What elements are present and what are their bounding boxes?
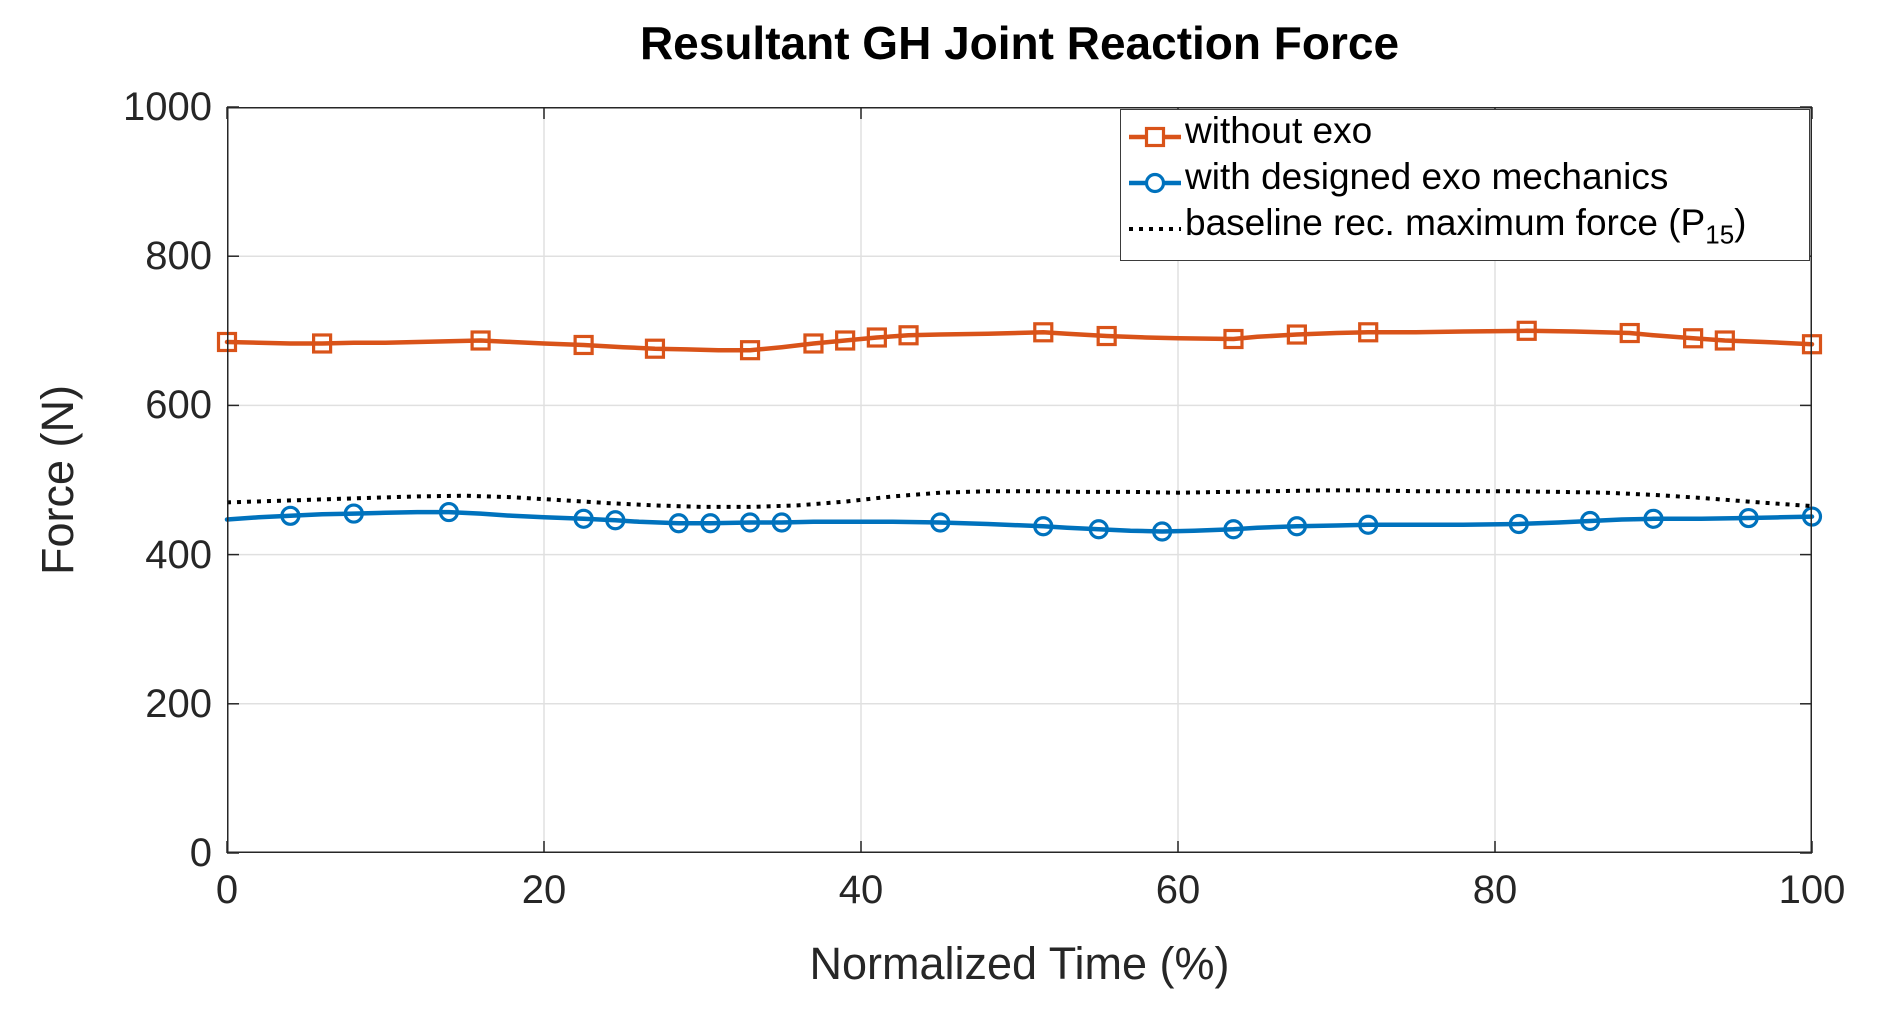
legend-label: with designed exo mechanics [1185, 156, 1669, 198]
legend-item-with-exo: with designed exo mechanics [1127, 156, 1803, 206]
x-tick-label: 0 [215, 868, 239, 912]
legend-item-baseline: baseline rec. maximum force (P15) [1127, 202, 1803, 252]
legend-item-without-exo: without exo [1127, 110, 1803, 160]
x-tick-label: 40 [838, 868, 884, 912]
y-tick-label: 0 [189, 831, 212, 875]
x-tick-label: 100 [1778, 868, 1846, 912]
y-tick-label: 200 [145, 681, 212, 726]
y-tick-label: 400 [145, 532, 212, 577]
x-tick-label: 80 [1472, 868, 1518, 912]
legend-label: baseline rec. maximum force (P15) [1185, 202, 1747, 250]
y-tick-label: 600 [145, 383, 212, 428]
chart-title: Resultant GH Joint Reaction Force [639, 17, 1400, 69]
legend-sample-square-marker-icon [1129, 126, 1181, 148]
legend-sample-circle-marker-icon [1129, 172, 1181, 194]
y-tick-label: 800 [145, 234, 212, 279]
legend-sample-dotted-line-icon [1129, 227, 1181, 231]
x-tick-label: 60 [1155, 868, 1201, 912]
x-tick-label: 20 [521, 868, 567, 912]
legend-label: without exo [1185, 110, 1373, 152]
y-tick-label: 1000 [123, 85, 212, 129]
legend: without exo with designed exo mechanics … [1120, 109, 1810, 261]
x-axis-label: Normalized Time (%) [809, 938, 1230, 989]
plot-area [216, 106, 1823, 854]
